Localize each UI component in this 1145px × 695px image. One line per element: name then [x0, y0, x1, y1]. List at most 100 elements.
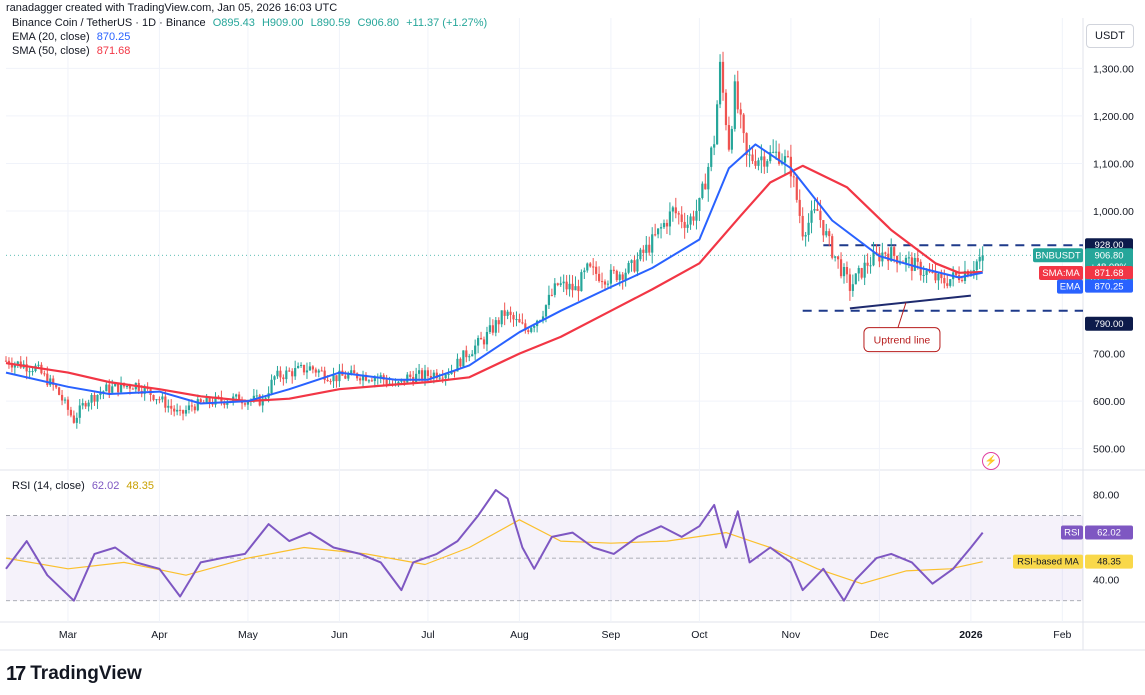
- candle-body: [314, 369, 317, 373]
- candle-body: [462, 350, 465, 367]
- candle-body: [465, 350, 468, 358]
- candle-body: [335, 375, 338, 382]
- candle-body: [831, 236, 834, 258]
- candle-body: [43, 373, 46, 375]
- candle-body: [347, 374, 350, 379]
- candle-body: [317, 370, 320, 373]
- candle-body: [420, 370, 424, 379]
- ema-legend[interactable]: EMA (20, close) 870.25: [12, 31, 130, 43]
- rsi-tick-label: 80.00: [1093, 489, 1119, 501]
- candle-body: [364, 374, 368, 381]
- candle-body: [639, 249, 642, 260]
- support-tag-bg: [1085, 316, 1133, 331]
- candle-body: [432, 372, 435, 379]
- rsi-ma-name-bg: [1013, 554, 1083, 569]
- sma-value-tag-bg: [1085, 265, 1133, 279]
- candle-body: [131, 388, 134, 390]
- candle-body: [353, 370, 356, 374]
- candle-body: [173, 408, 176, 412]
- candle-body: [87, 402, 90, 407]
- candle-body: [739, 109, 742, 115]
- candle-body: [718, 61, 722, 105]
- price-tags: 928.00906.80+48.08%07:56:54BNBUSDT871.68…: [1013, 238, 1133, 569]
- ohlc-change: +11.37 (+1.27%): [406, 17, 488, 29]
- candle-body: [825, 231, 828, 236]
- candle-body: [125, 386, 129, 388]
- candle-body: [777, 151, 781, 164]
- candle-body: [562, 281, 565, 284]
- candle-body: [828, 231, 831, 237]
- currency-button[interactable]: USDT: [1086, 24, 1134, 48]
- candle-body: [178, 409, 182, 411]
- candle-body: [934, 272, 937, 281]
- candle-body: [479, 337, 483, 340]
- candle-body: [494, 320, 497, 333]
- candle-body: [949, 279, 952, 286]
- candle-body: [75, 417, 78, 423]
- candle-body: [205, 397, 208, 404]
- candle-body: [187, 405, 191, 410]
- candle-body: [16, 361, 19, 364]
- candle-body: [869, 265, 872, 267]
- candle-body: [674, 207, 677, 214]
- candle-body: [81, 403, 84, 406]
- candle-body: [713, 144, 716, 148]
- tradingview-logo: 17 TradingView: [6, 660, 142, 688]
- ohlc-open: O895.43: [212, 17, 255, 29]
- candle-body: [37, 364, 40, 366]
- candle-body: [90, 394, 93, 403]
- sma-legend[interactable]: SMA (50, close) 871.68: [12, 45, 130, 57]
- candle-body: [456, 358, 459, 372]
- candle-body: [955, 272, 958, 276]
- candle-body: [497, 320, 500, 325]
- candle-body: [117, 383, 120, 393]
- candle-body: [385, 379, 388, 385]
- candle-body: [406, 374, 409, 383]
- candle-body: [164, 396, 167, 408]
- candle-body: [922, 274, 925, 276]
- rsi-lines: [5, 489, 984, 602]
- candle-body: [804, 234, 807, 237]
- candle-body: [279, 370, 282, 378]
- candle-body: [878, 253, 881, 262]
- candle-body: [326, 379, 329, 382]
- candle-body: [630, 260, 633, 264]
- candle-body: [261, 398, 264, 406]
- candle-body: [417, 370, 421, 374]
- candle-body: [583, 270, 586, 273]
- candle-body: [184, 409, 188, 414]
- lightning-icon[interactable]: ⚡: [982, 452, 1000, 470]
- candle-body: [297, 365, 300, 369]
- candle-body: [848, 274, 851, 291]
- candle-body: [580, 272, 583, 292]
- candle-body: [783, 156, 787, 163]
- candle-body: [946, 283, 949, 286]
- candle-body: [621, 274, 624, 280]
- candle-body: [884, 252, 887, 254]
- rsi-legend[interactable]: RSI (14, close) 62.02 48.35: [12, 480, 154, 492]
- candle-body: [624, 272, 627, 280]
- candle-body: [786, 156, 790, 158]
- symbol-tag-bg: [1033, 248, 1083, 263]
- candle-body: [701, 183, 704, 199]
- candle-body: [698, 198, 701, 211]
- candle-body: [226, 402, 229, 405]
- price-tick-label: 500.00: [1093, 444, 1125, 456]
- rsi-line: [5, 489, 984, 602]
- rsi-ma-value-text: 48.35: [1097, 557, 1121, 568]
- ema-value-tag-bg: [1085, 279, 1133, 293]
- candle-body: [167, 405, 170, 408]
- candle-body: [600, 281, 604, 283]
- candle-body: [214, 396, 217, 405]
- candle-body: [568, 283, 571, 290]
- candle-body: [766, 161, 769, 167]
- candle-body: [477, 337, 480, 346]
- rsi-value-tag-text: 62.02: [1097, 528, 1121, 539]
- ohlc-low: L890.59: [310, 17, 351, 29]
- candle-body: [108, 384, 111, 393]
- candle-body: [170, 405, 173, 409]
- symbol-tag-text: BNBUSDT: [1035, 250, 1081, 261]
- candle-body: [471, 354, 474, 357]
- candle-body: [527, 330, 530, 332]
- candle-body: [217, 396, 220, 398]
